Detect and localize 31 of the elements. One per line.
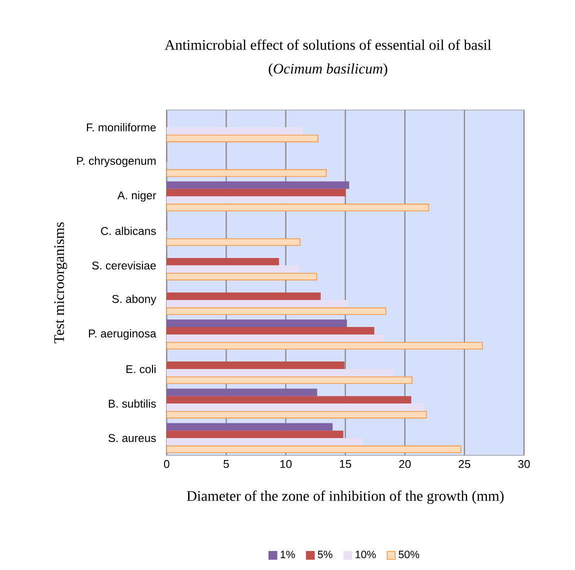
legend-label: 50% <box>398 550 420 558</box>
y-tick-label: S. cerevisiae <box>92 261 156 270</box>
bar <box>166 272 318 280</box>
chart-title: Antimicrobial effect of solutions of essential oil of basil <box>164 39 492 50</box>
bar <box>166 169 327 177</box>
y-tick-label: A. niger <box>117 191 156 202</box>
x-tick-label: 25 <box>458 460 470 468</box>
y-tick-label: C. albicans <box>101 226 156 236</box>
bar <box>166 342 483 350</box>
y-axis-title: Test microorganisms <box>54 222 68 344</box>
y-tick-label: P. chrysogenum <box>77 156 156 168</box>
legend-label: 1% <box>280 550 295 558</box>
x-tick-label: 10 <box>280 460 292 468</box>
x-axis-title: Diameter of the zone of inhibition of the growth (mm) <box>186 490 504 504</box>
y-tick-label: F. moniliforme <box>86 123 156 132</box>
y-tick-label: E. coli <box>126 364 156 374</box>
legend-label: 5% <box>318 550 332 558</box>
x-tick-label: 0 <box>164 460 170 468</box>
bar <box>166 134 318 142</box>
legend-label: 10% <box>356 550 376 558</box>
x-tick-label: 5 <box>224 460 229 468</box>
x-tick-label: 30 <box>518 460 530 468</box>
y-tick-label: P. aeruginosa <box>89 329 156 340</box>
y-tick-label: S. aureus <box>108 434 156 442</box>
y-tick-label: B. subtilis <box>108 399 156 408</box>
chart-subtitle: (Ocimum basilicum) <box>268 63 388 77</box>
bar <box>166 204 430 212</box>
y-tick-label: S. abony <box>112 294 156 306</box>
x-tick-label: 20 <box>399 460 411 468</box>
bar <box>166 307 386 315</box>
x-tick-label: 15 <box>340 460 352 468</box>
